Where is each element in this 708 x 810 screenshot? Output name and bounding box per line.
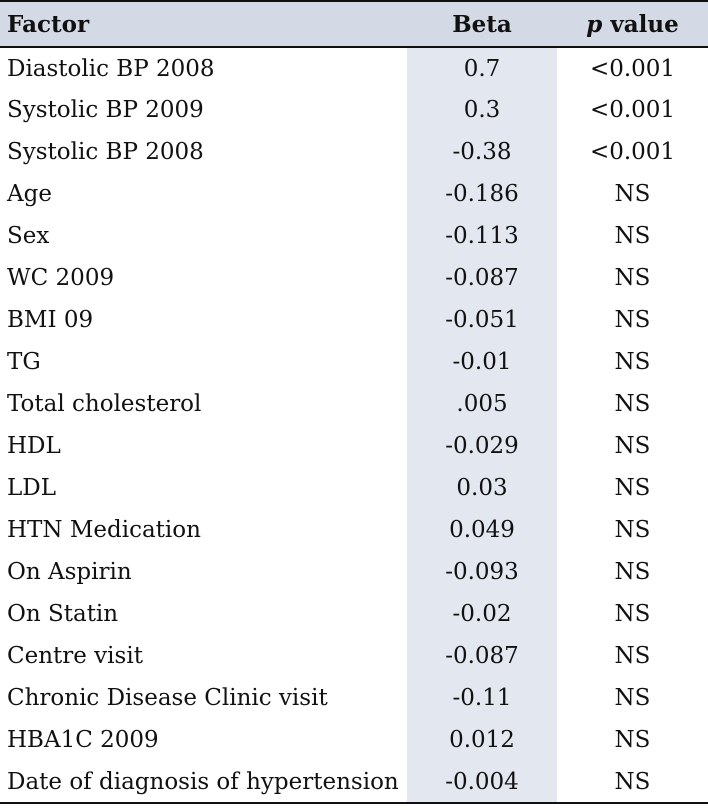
cell-factor: HTN Medication — [7, 517, 201, 543]
cell-factor: Diastolic BP 2008 — [7, 55, 215, 82]
cell-factor: Systolic BP 2008 — [7, 139, 204, 165]
table-row: HDL -0.029 NS — [0, 425, 708, 467]
table-row: Systolic BP 2008 -0.38 <0.001 — [0, 131, 708, 173]
cell-factor: HDL — [7, 433, 61, 459]
cell-beta: -0.02 — [407, 593, 557, 635]
cell-factor: Age — [7, 181, 52, 207]
header-row: Factor Beta p value — [0, 0, 708, 48]
cell-factor: Total cholesterol — [7, 391, 202, 417]
table-header: Factor Beta p value — [0, 0, 708, 48]
header-p-value: p value — [557, 0, 708, 48]
table-row: Total cholesterol .005 NS — [0, 383, 708, 425]
header-factor: Factor — [0, 0, 407, 48]
table-row: WC 2009 -0.087 NS — [0, 257, 708, 299]
cell-p-value: NS — [614, 601, 651, 627]
cell-factor: Systolic BP 2009 — [7, 97, 204, 123]
table-body: Diastolic BP 2008 0.7 <0.001 Systolic BP 2… — [0, 47, 708, 804]
table-row: Centre visit -0.087 NS — [0, 635, 708, 677]
cell-beta: 0.012 — [407, 719, 557, 761]
cell-factor: LDL — [7, 475, 56, 501]
table-row: On Statin -0.02 NS — [0, 593, 708, 635]
cell-beta: -0.087 — [407, 257, 557, 299]
table-row: Diastolic BP 2008 0.7 <0.001 — [0, 47, 708, 89]
cell-beta: -0.186 — [407, 173, 557, 215]
cell-p-value: NS — [614, 349, 651, 375]
cell-beta: 0.7 — [407, 47, 557, 89]
cell-factor: Sex — [7, 223, 50, 249]
cell-beta: -0.051 — [407, 299, 557, 341]
cell-beta: -0.01 — [407, 341, 557, 383]
cell-p-value: NS — [614, 475, 651, 501]
cell-p-value: NS — [614, 223, 651, 249]
table-row: HBA1C 2009 0.012 NS — [0, 719, 708, 761]
cell-p-value: NS — [614, 265, 651, 291]
header-beta: Beta — [407, 0, 557, 48]
table-row: Systolic BP 2009 0.3 <0.001 — [0, 89, 708, 131]
cell-p-value: NS — [614, 517, 651, 543]
cell-p-value: NS — [614, 181, 651, 207]
cell-beta: -0.029 — [407, 425, 557, 467]
cell-factor: On Aspirin — [7, 559, 132, 585]
table-row: Date of diagnosis of hypertension -0.004 N… — [0, 761, 708, 804]
table-row: BMI 09 -0.051 NS — [0, 299, 708, 341]
cell-p-value: NS — [614, 307, 651, 333]
cell-factor: WC 2009 — [7, 265, 115, 291]
cell-beta: 0.049 — [407, 509, 557, 551]
cell-p-value: NS — [557, 761, 708, 804]
cell-beta: .005 — [407, 383, 557, 425]
table-row: TG -0.01 NS — [0, 341, 708, 383]
cell-p-value: NS — [614, 643, 651, 669]
cell-factor: Centre visit — [7, 643, 143, 669]
table-row: Sex -0.113 NS — [0, 215, 708, 257]
cell-p-value: NS — [614, 559, 651, 585]
cell-p-value: NS — [614, 685, 651, 711]
table-row: HTN Medication 0.049 NS — [0, 509, 708, 551]
table-row: Chronic Disease Clinic visit -0.11 NS — [0, 677, 708, 719]
cell-p-value: <0.001 — [589, 55, 676, 82]
cell-beta: -0.38 — [407, 131, 557, 173]
table-row: Age -0.186 NS — [0, 173, 708, 215]
cell-beta: -0.087 — [407, 635, 557, 677]
cell-beta: -0.11 — [407, 677, 557, 719]
cell-p-value: NS — [614, 433, 651, 459]
cell-factor: HBA1C 2009 — [7, 727, 159, 753]
header-p-italic: p — [586, 10, 603, 38]
cell-factor: On Statin — [7, 601, 119, 627]
cell-beta: -0.093 — [407, 551, 557, 593]
cell-p-value: NS — [614, 391, 651, 417]
cell-factor: TG — [7, 349, 41, 375]
cell-factor: BMI 09 — [7, 307, 94, 333]
cell-factor: Date of diagnosis of hypertension — [0, 761, 407, 804]
cell-p-value: <0.001 — [589, 97, 676, 123]
header-p-rest: value — [602, 10, 679, 38]
cell-p-value: <0.001 — [589, 139, 676, 165]
table-row: LDL 0.03 NS — [0, 467, 708, 509]
cell-beta: -0.004 — [407, 761, 557, 804]
table-row: On Aspirin -0.093 NS — [0, 551, 708, 593]
cell-beta: -0.113 — [407, 215, 557, 257]
cell-beta: 0.03 — [407, 467, 557, 509]
cell-beta: 0.3 — [407, 89, 557, 131]
cell-factor: Chronic Disease Clinic visit — [7, 685, 328, 711]
cell-p-value: NS — [614, 727, 651, 753]
